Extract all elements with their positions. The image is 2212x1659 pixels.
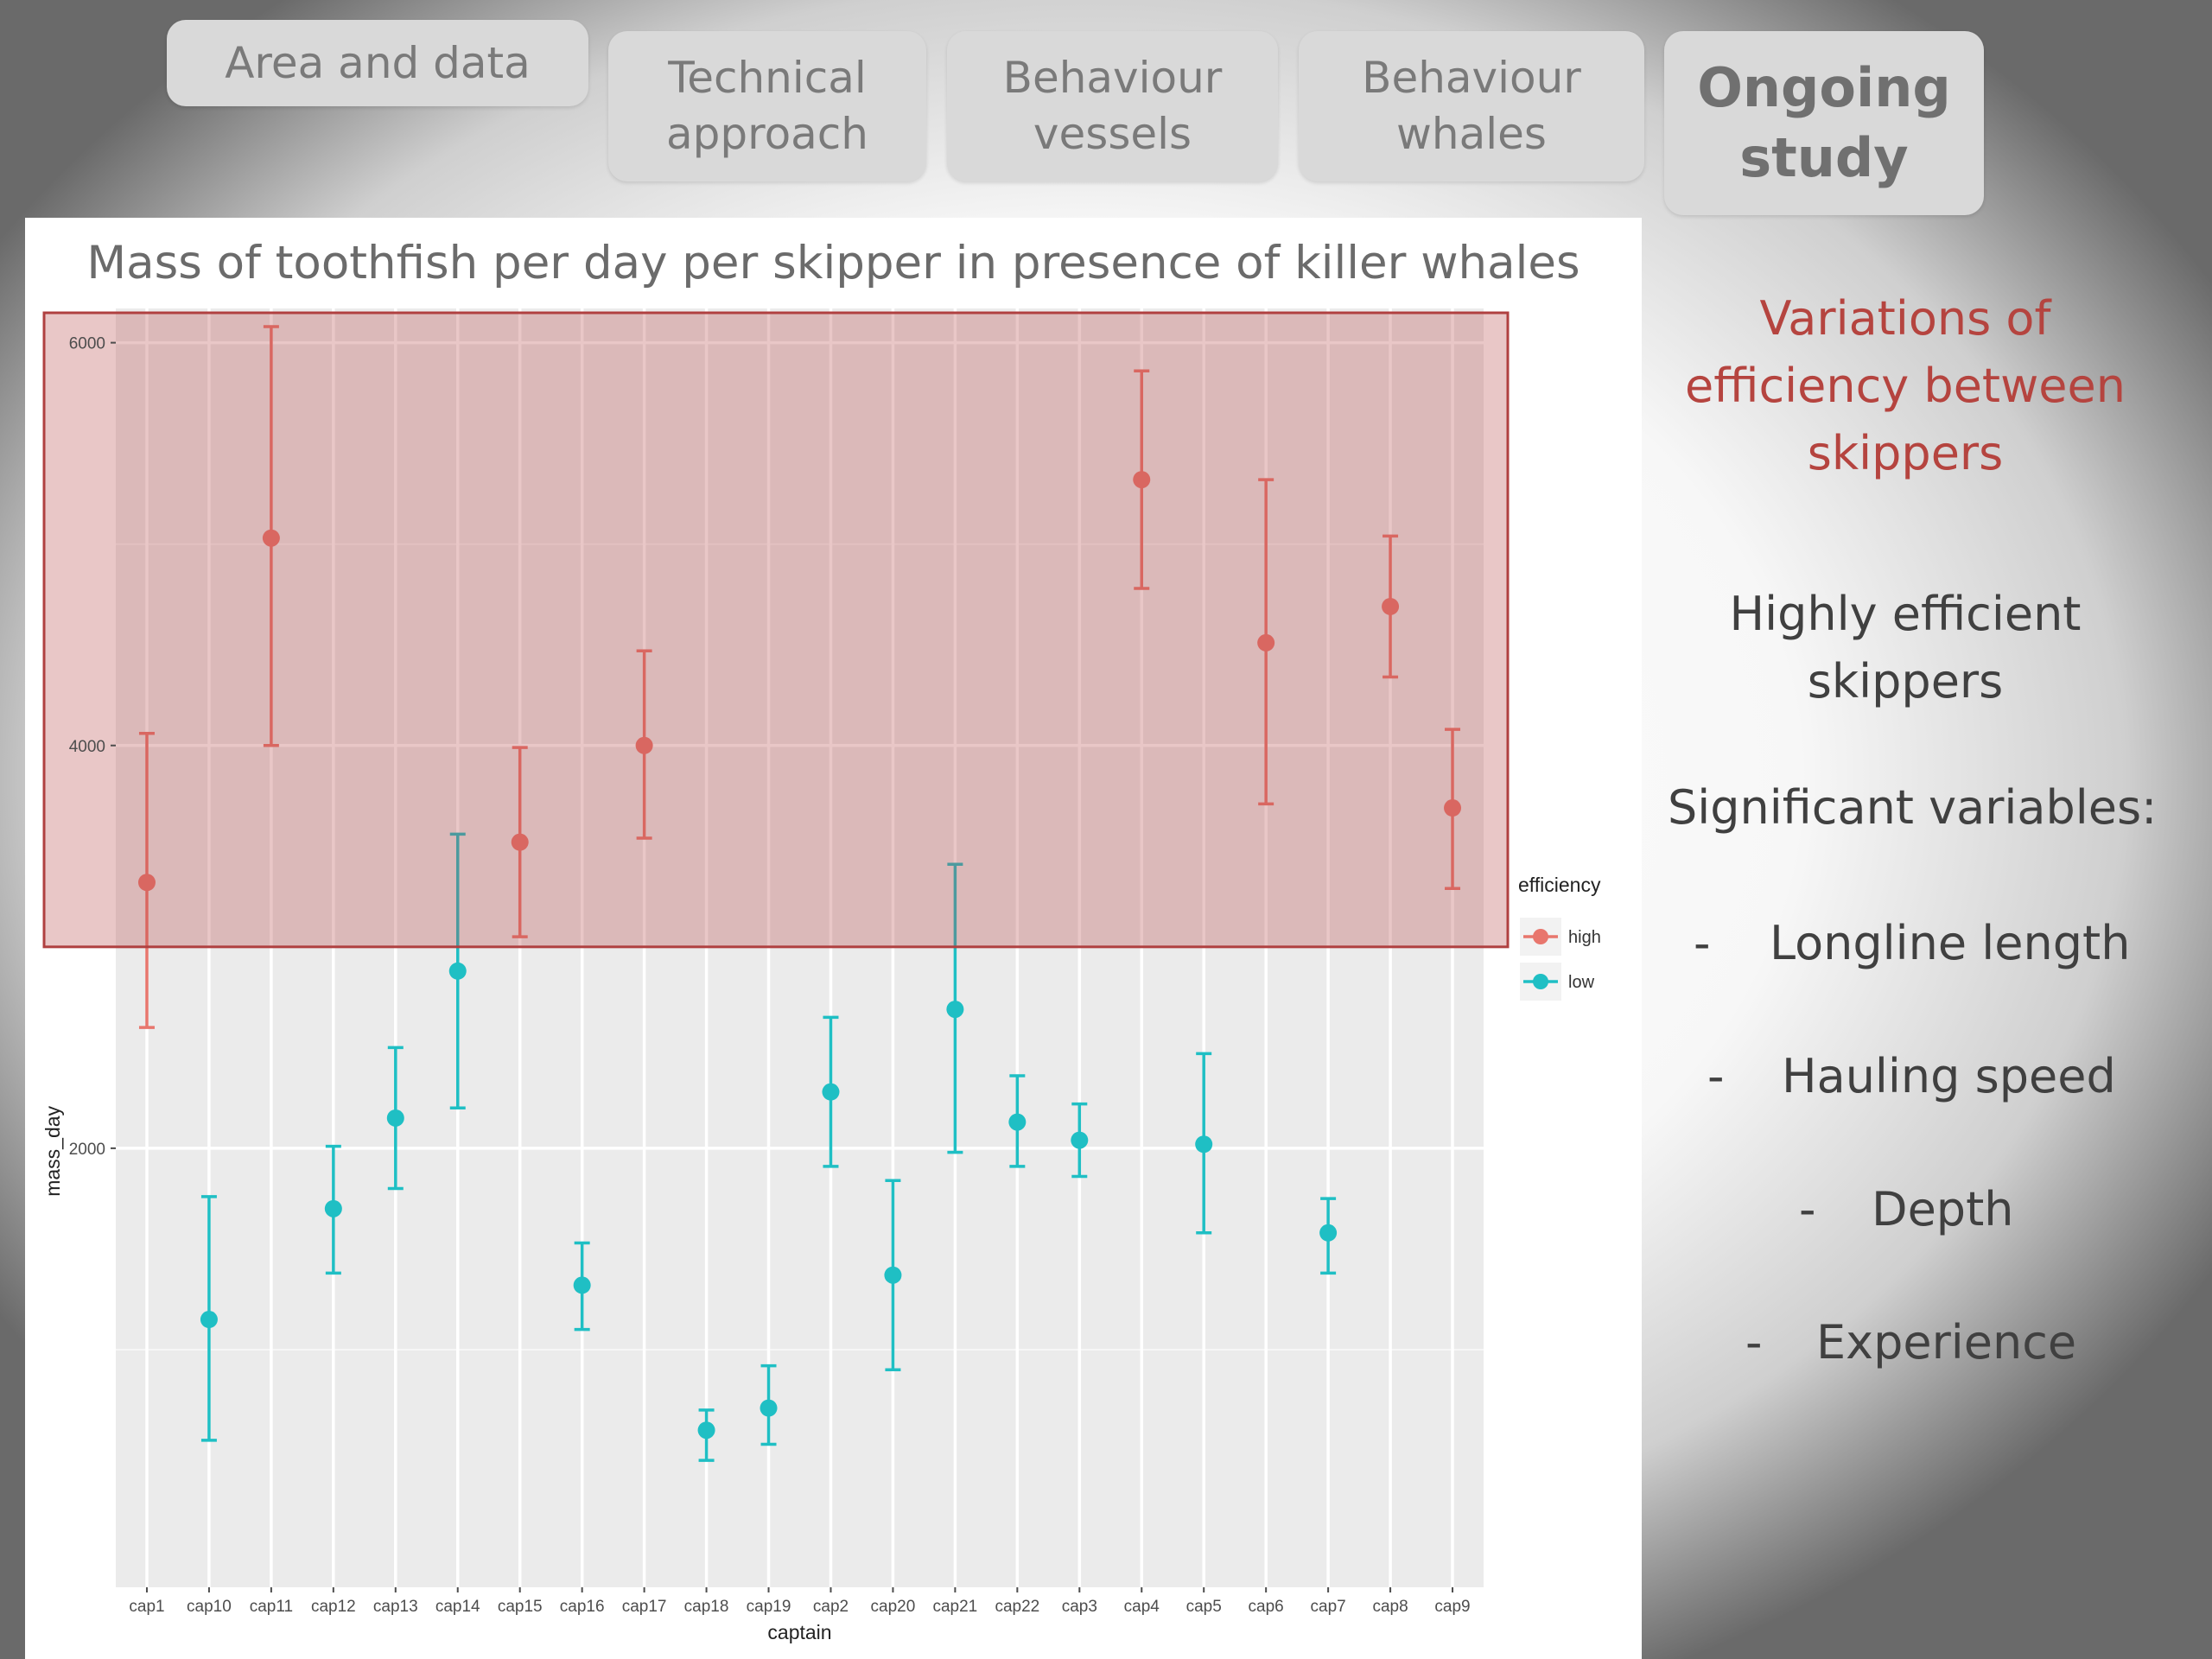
x-tick-label: cap17 xyxy=(622,1598,667,1616)
x-tick-label: cap15 xyxy=(498,1598,543,1616)
data-point xyxy=(1071,1131,1089,1149)
data-point xyxy=(1319,1224,1338,1242)
side-panel: Variations of efficiency between skipper… xyxy=(1668,285,2158,842)
x-tick-label: cap21 xyxy=(932,1598,977,1616)
legend-marker xyxy=(1533,974,1548,989)
legend-label: high xyxy=(1568,928,1601,947)
tab-area-and-data[interactable]: Area and data xyxy=(167,20,588,106)
data-point xyxy=(1382,597,1400,615)
data-point xyxy=(137,874,156,892)
bullet-text: Hauling speed xyxy=(1782,1049,2116,1103)
data-point xyxy=(386,1109,404,1127)
x-tick-label: cap19 xyxy=(747,1598,791,1616)
tab-label: Area and data xyxy=(225,37,531,88)
data-point xyxy=(1133,471,1151,489)
tab-behaviour-vessels[interactable]: Behaviour vessels xyxy=(947,31,1278,181)
data-point xyxy=(573,1276,591,1294)
legend-marker xyxy=(1533,929,1548,944)
x-tick-label: cap3 xyxy=(1062,1598,1097,1616)
x-tick-label: cap18 xyxy=(684,1598,729,1616)
data-point xyxy=(1257,633,1275,652)
x-tick-label: cap11 xyxy=(250,1598,293,1616)
side-subheading: Highly efficient skippers xyxy=(1729,587,2082,709)
data-point xyxy=(324,1199,342,1217)
tab-ongoing-study[interactable]: Ongoing study xyxy=(1664,31,1984,215)
x-tick-label: cap6 xyxy=(1249,1598,1284,1616)
bullet-dash: - xyxy=(1799,1182,1816,1236)
side-heading: Variations of efficiency between skipper… xyxy=(1685,291,2126,480)
side-variables-label: Significant variables: xyxy=(1668,780,2158,835)
x-tick-label: cap12 xyxy=(311,1598,356,1616)
y-tick-label: 2000 xyxy=(69,1141,105,1159)
chart-title: Mass of toothfish per day per skipper in… xyxy=(86,237,1580,289)
bullet-text: Longline length xyxy=(1770,916,2131,970)
x-tick-label: cap4 xyxy=(1124,1598,1160,1616)
bullet-dash: - xyxy=(1745,1315,1763,1370)
x-tick-label: cap20 xyxy=(871,1598,916,1616)
tab-label: Behaviour whales xyxy=(1362,53,1581,159)
bullet-dash: - xyxy=(1707,1049,1725,1103)
x-tick-label: cap16 xyxy=(560,1598,605,1616)
y-tick-label: 4000 xyxy=(69,738,105,756)
legend-label: low xyxy=(1568,973,1595,992)
x-tick-label: cap9 xyxy=(1434,1598,1470,1616)
y-axis-label: mass_day xyxy=(41,1105,64,1196)
data-point xyxy=(697,1421,715,1440)
tab-label: Technical approach xyxy=(666,53,868,159)
tab-technical-approach[interactable]: Technical approach xyxy=(608,31,926,181)
tab-label: Behaviour vessels xyxy=(1002,53,1223,159)
data-point xyxy=(822,1083,840,1101)
x-tick-label: cap13 xyxy=(373,1598,418,1616)
y-tick-label: 6000 xyxy=(69,335,105,353)
x-tick-label: cap22 xyxy=(995,1598,1039,1616)
chart-panel: Mass of toothfish per day per skipper in… xyxy=(25,218,1642,1659)
data-point xyxy=(635,736,653,754)
data-point xyxy=(1008,1113,1027,1131)
data-point xyxy=(760,1399,778,1417)
data-point xyxy=(200,1311,218,1329)
bullet-text: Depth xyxy=(1872,1182,2014,1236)
data-point xyxy=(884,1266,902,1284)
x-tick-label: cap10 xyxy=(187,1598,232,1616)
chart-plot: 2000 4000 6000 cap1 cap10 cap11 cap12 cap13 cap1… xyxy=(41,308,1601,1643)
x-tick-label: cap14 xyxy=(435,1598,480,1616)
data-point xyxy=(448,962,467,980)
tab-label: Ongoing study xyxy=(1697,55,1951,189)
data-point xyxy=(262,529,280,547)
highlight-box xyxy=(42,311,1510,949)
data-point xyxy=(1444,799,1462,817)
x-tick-label: cap8 xyxy=(1372,1598,1408,1616)
x-tick-label: cap7 xyxy=(1311,1598,1346,1616)
legend-title: efficiency xyxy=(1518,874,1601,896)
x-tick-label: cap5 xyxy=(1186,1598,1222,1616)
x-axis-label: captain xyxy=(767,1621,831,1643)
tab-behaviour-whales[interactable]: Behaviour whales xyxy=(1299,31,1644,181)
bullet-text: Experience xyxy=(1816,1315,2077,1370)
x-tick-label: cap2 xyxy=(813,1598,849,1616)
data-point xyxy=(1195,1135,1213,1154)
data-point xyxy=(946,1001,964,1019)
data-point xyxy=(511,833,529,851)
bullet-dash: - xyxy=(1694,916,1711,970)
x-tick-label: cap1 xyxy=(129,1598,164,1616)
